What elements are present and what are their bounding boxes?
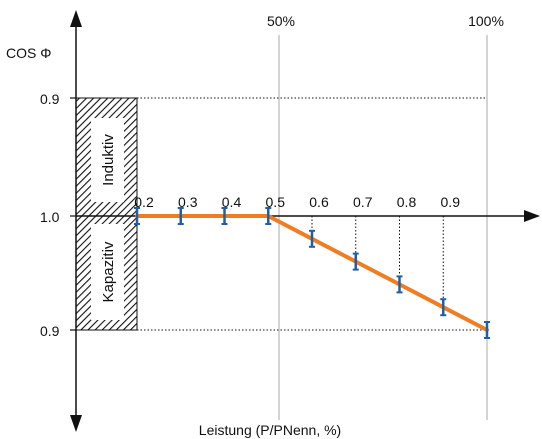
induktiv-label-box xyxy=(91,118,124,202)
x-tick-label: 0.8 xyxy=(397,194,417,210)
error-bar xyxy=(221,207,228,225)
error-bar xyxy=(484,321,490,339)
y-axis-title: COS Φ xyxy=(6,45,51,61)
error-bar xyxy=(177,207,184,225)
series-layer xyxy=(134,207,490,339)
x-tick-labels: 0.2 0.3 0.4 0.5 0.6 0.7 0.8 0.9 xyxy=(134,194,460,210)
x-tick-label: 0.7 xyxy=(353,194,373,210)
marker-50-percent-label: 50% xyxy=(267,13,295,29)
drop-lines xyxy=(311,216,444,308)
y-axis-arrow-down xyxy=(70,415,82,432)
y-tick-label-center: 1.0 xyxy=(40,209,60,225)
x-axis-arrow xyxy=(524,210,540,222)
marker-100-percent-label: 100% xyxy=(468,13,504,29)
y-tick-label-bottom: 0.9 xyxy=(40,323,60,339)
x-tick-label: 0.6 xyxy=(309,194,329,210)
region-kapazitiv-label: Kapazitiv xyxy=(100,241,117,302)
error-bar xyxy=(265,207,272,225)
y-axis-arrow-up xyxy=(70,10,82,27)
error-bar xyxy=(396,275,403,294)
error-bar xyxy=(309,229,315,248)
region-induktiv-label: Induktiv xyxy=(100,134,117,186)
x-tick-label: 0.4 xyxy=(222,194,242,210)
x-tick-label: 0.9 xyxy=(441,194,461,210)
x-tick-label: 0.5 xyxy=(266,194,286,210)
error-bar xyxy=(352,252,359,271)
error-bar xyxy=(134,207,140,225)
y-tick-label-top: 0.9 xyxy=(40,91,60,107)
x-tick-label: 0.2 xyxy=(134,194,154,210)
error-bar xyxy=(440,298,447,317)
x-axis-title: Leistung (P/PNenn, %) xyxy=(199,422,341,438)
kapazitiv-label-box xyxy=(91,224,124,320)
x-tick-label: 0.3 xyxy=(178,194,198,210)
